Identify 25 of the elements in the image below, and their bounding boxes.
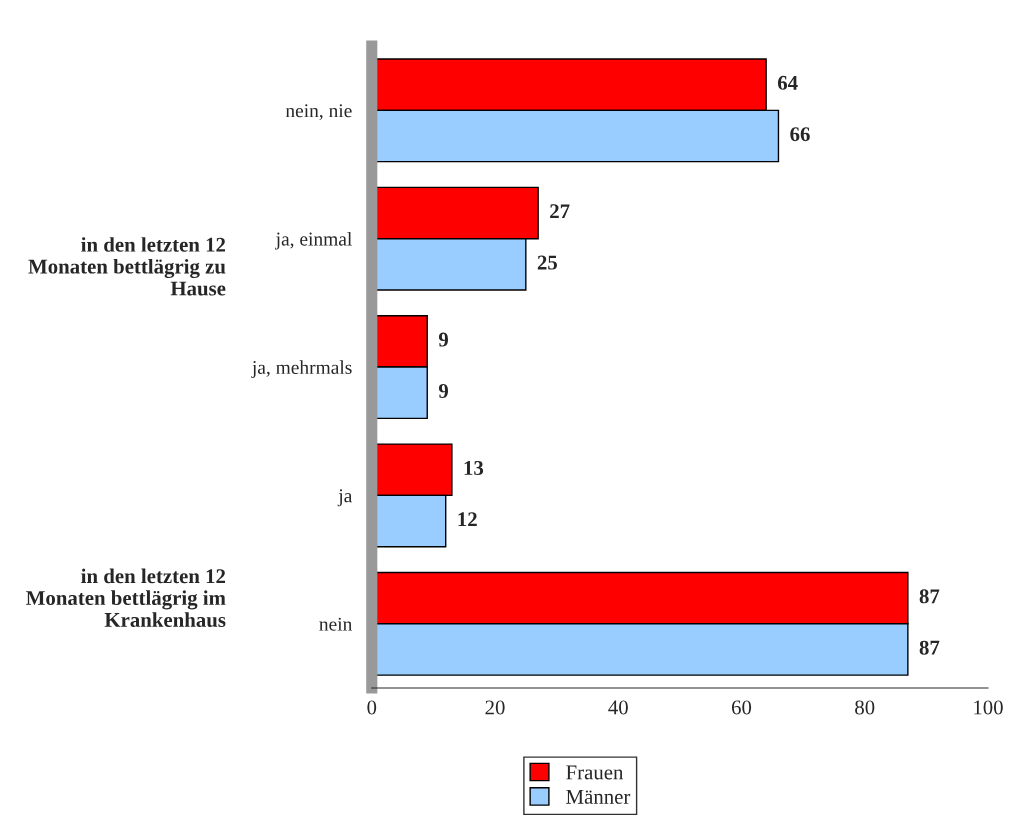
text: in den letzten 12 Monaten bettlägrig im Krankenhaus bbox=[26, 568, 226, 628]
x-tick-label: 0 bbox=[367, 700, 377, 715]
x-tick-label: 60 bbox=[731, 700, 752, 715]
text: in den letzten 12 Monaten bettlägrig zu Hause bbox=[28, 237, 226, 296]
x-tick-label: 80 bbox=[855, 700, 875, 715]
y-tick-label: ja bbox=[337, 489, 353, 507]
data-label: 9 bbox=[438, 332, 449, 347]
y-tick-label: nein bbox=[319, 617, 353, 631]
data-label: 87 bbox=[919, 589, 940, 604]
data-label: 25 bbox=[537, 255, 558, 270]
data-label: 27 bbox=[550, 204, 570, 219]
x-tick-label: 40 bbox=[608, 700, 628, 715]
y-tick-label: ja, einmal bbox=[275, 231, 352, 250]
data-label: 12 bbox=[458, 512, 477, 527]
y-tick-label: ja, mehrmals bbox=[251, 360, 352, 378]
data-label: 64 bbox=[777, 75, 798, 90]
data-label: 87 bbox=[919, 640, 940, 655]
legend-label: Männer bbox=[566, 790, 631, 804]
data-label: 9 bbox=[438, 383, 449, 398]
x-tick-label: 20 bbox=[485, 700, 505, 715]
x-tick-label: 100 bbox=[974, 700, 1003, 715]
y-tick-label: nein, nie bbox=[285, 104, 352, 121]
data-label: 13 bbox=[464, 460, 484, 475]
data-label: 66 bbox=[790, 127, 810, 142]
legend-label: Frauen bbox=[566, 765, 624, 780]
